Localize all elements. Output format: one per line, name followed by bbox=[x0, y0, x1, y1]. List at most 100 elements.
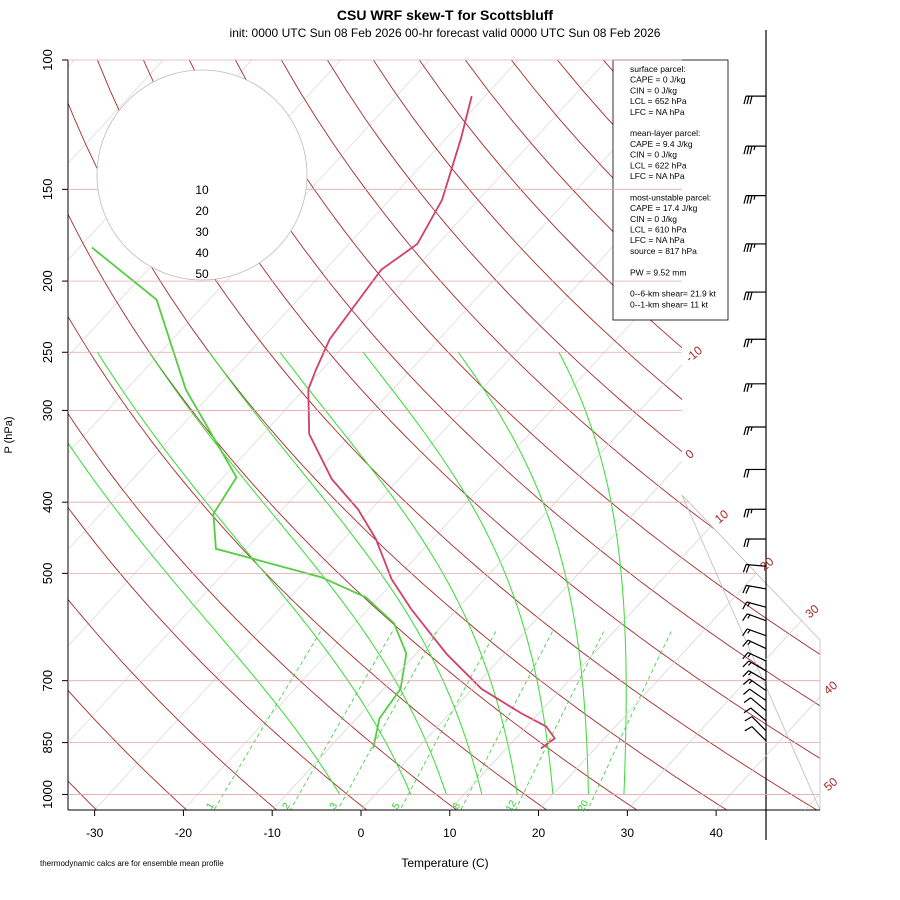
isotherm-labeled bbox=[804, 793, 820, 810]
isotherm-label: -10 bbox=[683, 343, 706, 365]
isotherm-labeled bbox=[271, 364, 683, 810]
profiles bbox=[91, 95, 556, 750]
x-axis-label: Temperature (C) bbox=[401, 856, 488, 870]
mixing-ratio-label: 8 bbox=[451, 801, 464, 812]
wind-barb bbox=[742, 584, 767, 594]
barb-shape bbox=[744, 716, 767, 732]
hodograph-ring-label: 30 bbox=[195, 225, 209, 239]
isotherm-labeled bbox=[538, 573, 757, 810]
isotherm-labeled bbox=[627, 620, 802, 810]
wind-barb bbox=[742, 563, 767, 573]
y-tick-label: 150 bbox=[40, 178, 55, 200]
dry-adiabat bbox=[68, 60, 457, 810]
wind-barb bbox=[743, 426, 767, 436]
mixing-ratio-label: 2 bbox=[281, 801, 294, 812]
wind-barb bbox=[743, 707, 767, 722]
info-line: mean-layer parcel: bbox=[630, 128, 700, 138]
barb-shape bbox=[743, 678, 767, 692]
wind-barb bbox=[742, 628, 767, 637]
wind-barb bbox=[743, 145, 767, 155]
barb-shape bbox=[743, 383, 767, 392]
y-tick-label: 100 bbox=[40, 49, 55, 71]
wind-barb bbox=[743, 291, 767, 301]
y-tick-label: 850 bbox=[40, 732, 55, 754]
dry-adiabat bbox=[373, 60, 820, 810]
isotherm bbox=[68, 60, 697, 810]
info-line: CIN = 0 J/kg bbox=[630, 214, 677, 224]
wind-barb bbox=[743, 338, 767, 348]
dry-adiabat bbox=[142, 60, 820, 810]
isotherm bbox=[68, 60, 608, 810]
wind-barb bbox=[743, 538, 767, 548]
chart-subtitle: init: 0000 UTC Sun 08 Feb 2026 00-hr for… bbox=[230, 26, 661, 40]
mixing-ratio-line bbox=[213, 631, 321, 810]
dry-adiabat bbox=[833, 60, 900, 810]
isotherm-label: 10 bbox=[712, 507, 731, 527]
dry-adiabat bbox=[68, 60, 277, 810]
y-tick-label: 400 bbox=[40, 491, 55, 513]
info-line: LCL = 652 hPa bbox=[630, 96, 687, 106]
isotherm-label: 40 bbox=[821, 678, 840, 698]
dry-adiabat bbox=[235, 60, 820, 810]
wind-barb bbox=[742, 670, 767, 682]
barb-shape bbox=[743, 195, 767, 204]
wind-barb bbox=[742, 601, 767, 610]
barb-shape bbox=[743, 95, 767, 105]
isotherm-labeled bbox=[715, 696, 820, 810]
y-tick-label: 200 bbox=[40, 270, 55, 292]
info-line: LFC = NA hPa bbox=[630, 171, 685, 181]
x-tick-label: -30 bbox=[86, 826, 104, 840]
mixing-ratio-label: 20 bbox=[576, 798, 591, 814]
mixing-ratio-line bbox=[290, 631, 393, 810]
isotherm-label: 0 bbox=[683, 446, 697, 461]
chart-title: CSU WRF skew-T for Scottsbluff bbox=[337, 7, 554, 23]
isotherm-labeled bbox=[360, 461, 682, 810]
isotherm bbox=[68, 60, 430, 810]
barb-shape bbox=[743, 508, 767, 518]
wind-barb bbox=[742, 651, 767, 662]
info-line: PW = 9.52 mm bbox=[630, 267, 686, 277]
hodograph-ring-label: 20 bbox=[195, 204, 209, 218]
info-line: LFC = NA hPa bbox=[630, 107, 685, 117]
barb-shape bbox=[743, 468, 767, 478]
info-line: 0--6-km shear= 21.9 kt bbox=[630, 289, 716, 299]
info-line: LCL = 622 hPa bbox=[630, 160, 687, 170]
dry-adiabat bbox=[740, 60, 820, 810]
wind-barb bbox=[743, 195, 767, 204]
y-tick-label: 300 bbox=[40, 400, 55, 422]
info-box bbox=[612, 59, 729, 321]
mixing-ratio-label: 1 bbox=[204, 801, 217, 812]
info-line: CAPE = 9.4 J/kg bbox=[630, 139, 693, 149]
barb-shape bbox=[743, 697, 767, 712]
barb-shape bbox=[742, 651, 767, 662]
mixing-ratio-line bbox=[337, 631, 438, 810]
barb-shape bbox=[742, 584, 767, 594]
barb-shape bbox=[742, 639, 767, 650]
x-tick-label: -10 bbox=[264, 826, 282, 840]
plot-edge bbox=[681, 494, 821, 811]
footnote: thermodynamic calcs are for ensemble mea… bbox=[40, 859, 224, 868]
moist-adiabat bbox=[362, 351, 554, 795]
dry-adiabat bbox=[188, 60, 820, 810]
x-tick-label: 30 bbox=[621, 826, 635, 840]
isotherm bbox=[715, 60, 820, 810]
wind-barb bbox=[742, 660, 767, 672]
isotherm-label: 30 bbox=[802, 601, 821, 621]
barb-shape bbox=[743, 707, 767, 722]
wind-barb bbox=[743, 678, 767, 692]
x-tick-label: -20 bbox=[175, 826, 193, 840]
dry-adiabat bbox=[281, 60, 820, 810]
mixing-ratio-line bbox=[587, 631, 672, 810]
barb-shape bbox=[743, 426, 767, 436]
isotherm-label: 50 bbox=[821, 774, 840, 794]
info-line: most-unstable parcel: bbox=[630, 192, 711, 202]
moist-adiabat bbox=[68, 352, 341, 795]
y-axis-label: P (hPa) bbox=[3, 416, 15, 453]
isotherm bbox=[271, 60, 820, 810]
barb-shape bbox=[743, 338, 767, 348]
barb-shape bbox=[743, 688, 767, 702]
wind-barb bbox=[743, 95, 767, 105]
moist-adiabat bbox=[97, 352, 412, 795]
hodograph-ring bbox=[96, 69, 308, 281]
wind-barb bbox=[743, 383, 767, 392]
